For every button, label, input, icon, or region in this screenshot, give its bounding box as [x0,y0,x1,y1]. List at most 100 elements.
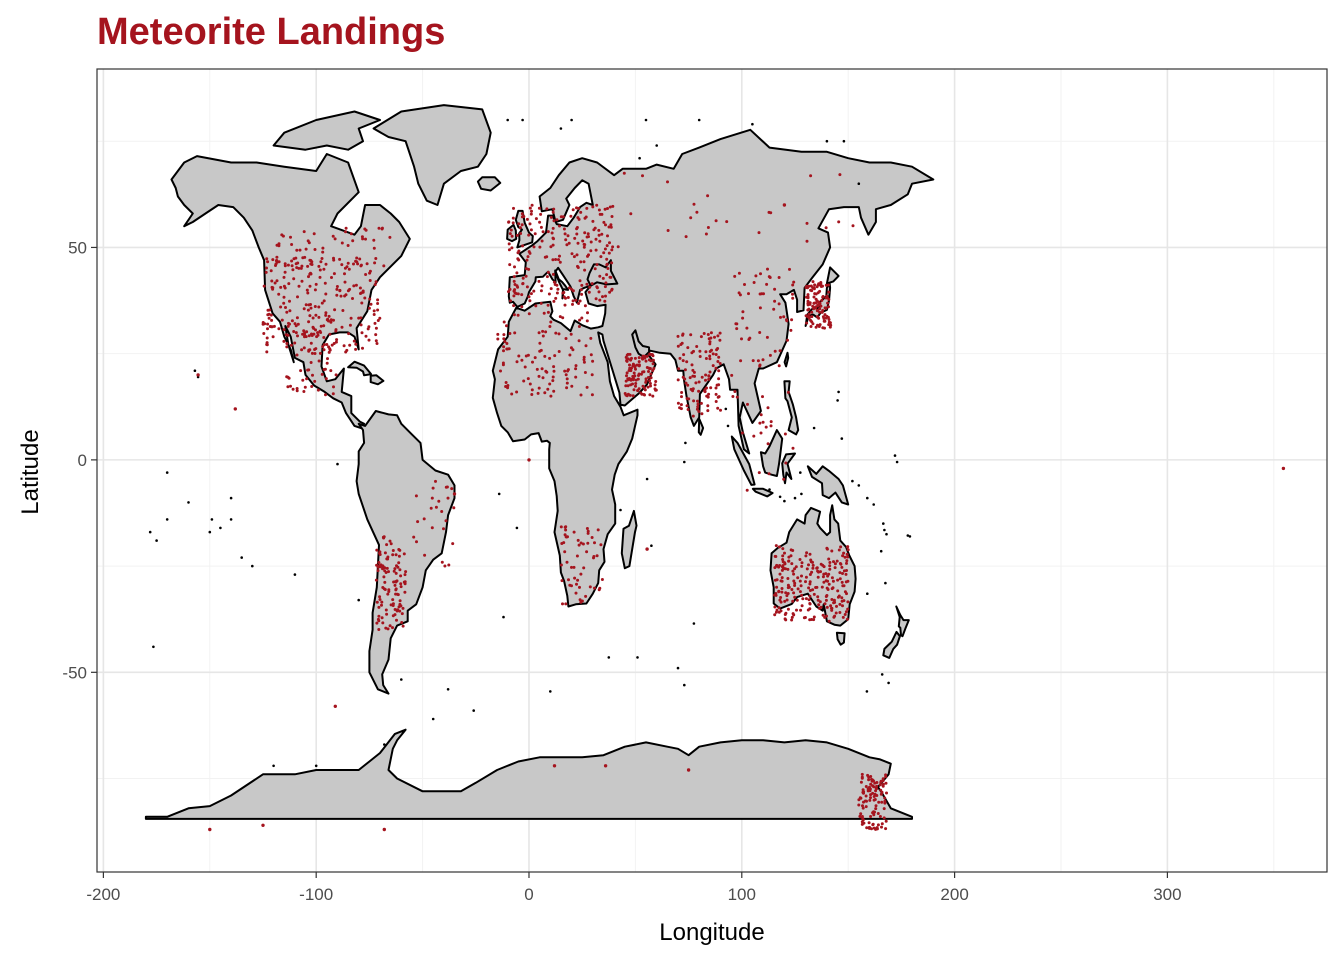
meteorite-point [702,332,706,335]
meteorite-point [508,232,512,236]
meteorite-point [598,586,602,590]
meteorite-point [871,791,875,795]
meteorite-point [582,355,586,359]
meteorite-point [300,348,304,352]
meteorite-point [305,288,309,292]
meteorite-point [429,506,433,510]
meteorite-point [512,275,516,279]
meteorite-point [812,615,816,619]
island-dot [152,645,155,649]
meteorite-point [832,598,836,602]
x-axis-title: Longitude [659,919,764,946]
meteorite-point [679,407,683,411]
meteorite-point [383,580,387,584]
meteorite-point [550,231,554,235]
meteorite-point [765,282,769,286]
meteorite-point [398,599,402,603]
meteorite-point [581,239,585,243]
meteorite-point [509,299,512,303]
meteorite-point [275,259,279,262]
island-dot [880,673,884,676]
meteorite-point [416,520,420,524]
meteorite-point [302,307,306,311]
meteorite-point [826,579,830,583]
meteorite-point [864,805,868,809]
meteorite-point [636,377,640,381]
meteorite-point [806,299,810,303]
meteorite-point [698,355,702,358]
meteorite-point [346,289,350,293]
meteorite-point [582,260,586,264]
meteorite-point [352,262,355,266]
meteorite-point [444,519,448,523]
meteorite-point [686,408,690,411]
meteorite-point [700,412,704,416]
meteorite-point [373,283,377,287]
meteorite-point [574,364,578,368]
meteorite-point [773,349,777,353]
meteorite-point [792,613,796,617]
meteorite-point [313,352,317,355]
meteorite-point [296,295,299,299]
meteorite-point [558,224,561,228]
island-dot [768,488,771,491]
meteorite-point [573,576,577,580]
meteorite-point [808,582,812,586]
meteorite-point [502,349,505,353]
meteorite-point [777,276,781,279]
meteorite-point [330,276,333,279]
meteorite-point [333,704,337,708]
meteorite-point [552,237,555,241]
meteorite-point [590,536,594,539]
meteorite-point [307,348,311,352]
meteorite-point [783,551,786,555]
meteorite-point [552,389,556,393]
meteorite-point [840,580,844,584]
meteorite-point [275,255,279,259]
meteorite-point [718,331,722,335]
meteorite-point [552,365,556,369]
meteorite-point [777,610,781,614]
island-dot [549,690,552,693]
meteorite-point [512,279,516,283]
meteorite-point [807,316,811,320]
meteorite-point [606,234,609,238]
island-dot [887,681,890,685]
meteorite-point [313,379,317,383]
meteorite-point [778,349,782,353]
meteorite-point [637,360,641,364]
meteorite-point [317,264,321,268]
meteorite-point [537,206,541,210]
meteorite-point [624,379,628,383]
meteorite-point [572,530,576,534]
meteorite-point [440,510,444,513]
meteorite-point [841,604,844,608]
meteorite-point [400,621,404,624]
meteorite-point [575,554,579,558]
island-dot [336,462,339,466]
meteorite-point [757,231,761,235]
meteorite-point [825,547,829,551]
meteorite-point [708,340,712,344]
meteorite-point [361,289,365,293]
meteorite-point [709,331,713,335]
meteorite-point [862,790,866,794]
meteorite-point [583,268,587,272]
meteorite-point [843,613,847,616]
meteorite-point [274,264,277,267]
meteorite-point [512,304,516,308]
meteorite-point [644,379,648,383]
meteorite-point [499,369,502,373]
meteorite-point [622,171,626,175]
meteorite-point [769,420,773,424]
meteorite-point [380,616,384,620]
meteorite-point [752,281,756,284]
meteorite-point [804,580,807,584]
meteorite-point [806,296,810,300]
meteorite-point [880,825,883,829]
island-dot [793,496,797,500]
meteorite-point [288,299,291,303]
meteorite-point [810,570,814,574]
meteorite-point [711,352,715,356]
meteorite-point [603,207,607,211]
